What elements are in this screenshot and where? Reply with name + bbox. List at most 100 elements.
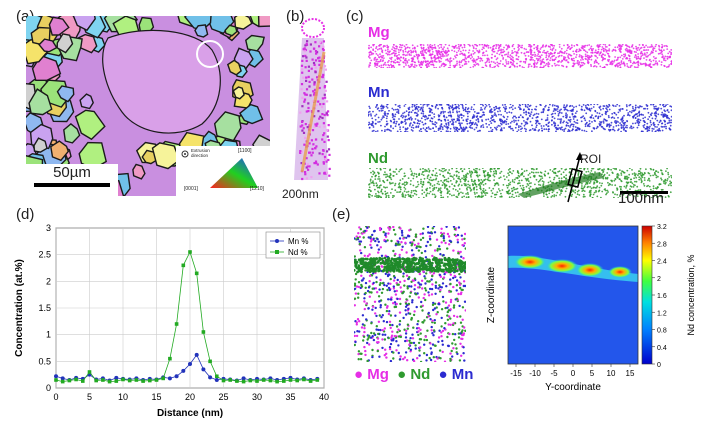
y-tick-label: 3 <box>46 223 51 233</box>
colorbar-tick: 1.2 <box>657 310 667 317</box>
data-point <box>295 378 299 383</box>
data-point <box>221 378 226 383</box>
colorbar-tick: 1.6 <box>657 293 667 300</box>
data-point <box>194 352 199 357</box>
data-point <box>188 250 192 254</box>
data-point <box>114 379 119 383</box>
apt-tip-reconstruction <box>294 18 331 181</box>
colorbar-tick: 2.8 <box>657 241 667 248</box>
data-point <box>167 376 172 381</box>
data-point <box>81 379 85 383</box>
data-point <box>54 374 58 379</box>
concentration-chart: 0 5 10 15 20 25 30 35 40 0 0.5 1 1.5 2 2.5 3 Distance (n… <box>14 223 329 419</box>
data-point <box>101 378 105 382</box>
colorbar-tick: 3.2 <box>657 224 667 231</box>
scale-bar-line <box>34 183 110 187</box>
data-point <box>154 378 159 382</box>
atom-map <box>352 225 468 364</box>
data-point <box>282 379 286 383</box>
legend-title: Extrusion direction <box>191 148 210 158</box>
data-point <box>174 322 179 326</box>
y-axis-label: Concentration (at.%) <box>14 259 25 357</box>
y-tick-label: 0.5 <box>38 356 51 366</box>
y-tick-label: 2 <box>46 276 51 286</box>
legend-label: Nd % <box>288 248 308 257</box>
data-point <box>241 376 246 381</box>
legend-dot-mg: ● <box>354 366 364 383</box>
map-scale-bar <box>620 191 668 194</box>
data-point <box>308 379 313 383</box>
data-point <box>228 378 232 382</box>
data-point <box>141 379 145 383</box>
legend-1210: [1210] <box>250 186 264 192</box>
heatmap-xtick: -10 <box>529 369 541 378</box>
data-point <box>255 379 259 383</box>
apt-tip: 200nm <box>282 12 336 207</box>
data-point <box>161 376 165 381</box>
colorbar-tick: 2.4 <box>657 259 667 266</box>
x-tick-label: 40 <box>319 392 329 402</box>
data-point <box>201 330 206 334</box>
data-point <box>54 378 58 382</box>
heatmap-xtick: 5 <box>590 369 595 378</box>
legend-1100: [1100] <box>238 148 252 154</box>
data-point <box>127 378 132 383</box>
roi-label: ROI <box>580 152 602 166</box>
data-point <box>134 378 139 382</box>
colorbar-tick: 0 <box>657 362 661 369</box>
colorbar-tick: 2 <box>657 276 661 283</box>
scale-bar-text: 50µm <box>53 164 91 181</box>
mg-map <box>367 43 673 69</box>
ipf-legend: Extrusion direction [1100] [0001] [1210] <box>176 146 270 196</box>
data-point <box>181 263 186 268</box>
data-point <box>94 378 98 383</box>
data-point <box>208 359 212 364</box>
x-tick-label: 10 <box>118 392 128 402</box>
highlight-circle <box>196 40 224 68</box>
data-point <box>268 378 273 383</box>
heatmap-xtick: 15 <box>626 369 635 378</box>
data-point <box>148 378 152 383</box>
element-label-mg: Mg <box>368 24 390 41</box>
x-tick-label: 20 <box>185 392 195 402</box>
data-point <box>302 377 306 382</box>
colorbar-tick: 0.4 <box>657 345 667 352</box>
x-tick-label: 5 <box>87 392 92 402</box>
y-tick-label: 2.5 <box>38 250 51 260</box>
y-tick-label: 0 <box>46 383 51 393</box>
legend-marker <box>275 239 279 243</box>
tip-scale-text: 200nm <box>282 187 319 201</box>
data-point <box>288 378 293 382</box>
series-line <box>55 250 318 383</box>
ebsd-map: 50µm Extrusion direction [1100] [0001] [… <box>26 16 270 196</box>
legend-dot-mn: ● <box>438 366 448 383</box>
heatmap-xtick: 10 <box>607 369 616 378</box>
x-tick-label: 15 <box>151 392 161 402</box>
data-point <box>315 378 320 382</box>
data-point <box>214 378 219 382</box>
data-point <box>261 378 266 382</box>
y-tick-label: 1 <box>46 330 51 340</box>
data-point <box>248 378 253 383</box>
panel-c-label: (c) <box>346 8 364 25</box>
mn-map <box>367 103 673 133</box>
x-tick-label: 30 <box>252 392 262 402</box>
legend-label-nd: Nd <box>410 366 431 383</box>
data-point <box>181 368 186 373</box>
data-point <box>67 378 72 383</box>
x-axis-label: Distance (nm) <box>157 408 223 419</box>
legend-marker <box>275 250 279 254</box>
data-point <box>208 375 213 380</box>
series-line <box>55 354 318 381</box>
heatmap-xlabel: Y-coordinate <box>545 382 601 393</box>
panel-e-label: (e) <box>332 206 351 223</box>
data-point <box>121 377 125 382</box>
data-point <box>74 377 78 382</box>
legend-label: Mn % <box>288 237 308 246</box>
data-point <box>168 356 172 361</box>
heatmap-xtick: -5 <box>550 369 558 378</box>
colorbar-label: Nd concentration, % <box>686 254 696 335</box>
data-point <box>60 376 65 381</box>
x-tick-label: 25 <box>218 392 228 402</box>
legend-dot-nd: ● <box>397 366 407 383</box>
